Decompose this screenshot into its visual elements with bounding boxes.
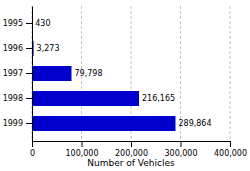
x-tick: 0 <box>30 141 35 158</box>
y-tick-label: 1998 <box>3 94 23 103</box>
data-label: 289,864 <box>178 119 211 128</box>
x-tick: 200,000 <box>115 141 148 158</box>
y-axis: 1995 1996 1997 1998 1999 <box>3 7 33 142</box>
x-tick: 100,000 <box>65 141 98 158</box>
y-tick-mark <box>26 98 32 99</box>
data-label: 216,165 <box>142 94 175 103</box>
y-tick-label: 1996 <box>3 44 23 53</box>
x-tick-label: 300,000 <box>164 149 197 158</box>
data-labels: 430 3,273 79,798 216,165 289,864 <box>35 19 211 128</box>
x-tick-label: 100,000 <box>65 149 98 158</box>
grid <box>32 6 230 141</box>
x-tick-mark <box>32 141 33 147</box>
x-tick-mark <box>181 141 182 147</box>
chart-container: 430 3,273 79,798 216,165 289,864 0 100,000 200,… <box>0 0 250 171</box>
data-label: 430 <box>35 19 50 28</box>
grid-line <box>230 6 231 141</box>
bar <box>32 116 175 131</box>
data-label: 79,798 <box>75 69 103 78</box>
y-tick-label: 1997 <box>3 69 23 78</box>
x-tick-label: 400,000 <box>214 149 247 158</box>
y-tick-mark <box>26 48 32 49</box>
x-axis-title: Number of Vehicles <box>87 158 175 168</box>
x-tick-mark <box>131 141 132 147</box>
bar <box>32 91 139 106</box>
x-tick-label: 200,000 <box>115 149 148 158</box>
y-tick-label: 1995 <box>3 19 23 28</box>
plot: 430 3,273 79,798 216,165 289,864 0 100,000 200,… <box>3 6 247 158</box>
y-axis-line <box>32 7 33 142</box>
y-tick: 1996 <box>3 44 32 53</box>
bar <box>32 66 72 81</box>
y-tick: 1997 <box>3 69 32 78</box>
x-tick: 300,000 <box>164 141 197 158</box>
x-tick-label: 0 <box>30 149 35 158</box>
y-tick: 1999 <box>3 119 32 128</box>
y-tick: 1998 <box>3 94 32 103</box>
y-tick-mark <box>26 73 32 74</box>
chart-svg: 430 3,273 79,798 216,165 289,864 0 100,000 200,… <box>0 0 250 171</box>
data-label: 3,273 <box>37 44 60 53</box>
x-tick-mark <box>230 141 231 147</box>
y-tick-label: 1999 <box>3 119 23 128</box>
y-tick: 1995 <box>3 19 32 28</box>
y-tick-mark <box>26 123 32 124</box>
bars <box>32 16 175 131</box>
x-tick: 400,000 <box>214 141 247 158</box>
x-tick-mark <box>82 141 83 147</box>
y-tick-mark <box>26 23 32 24</box>
x-axis: 0 100,000 200,000 300,000 400,000 <box>30 141 247 158</box>
